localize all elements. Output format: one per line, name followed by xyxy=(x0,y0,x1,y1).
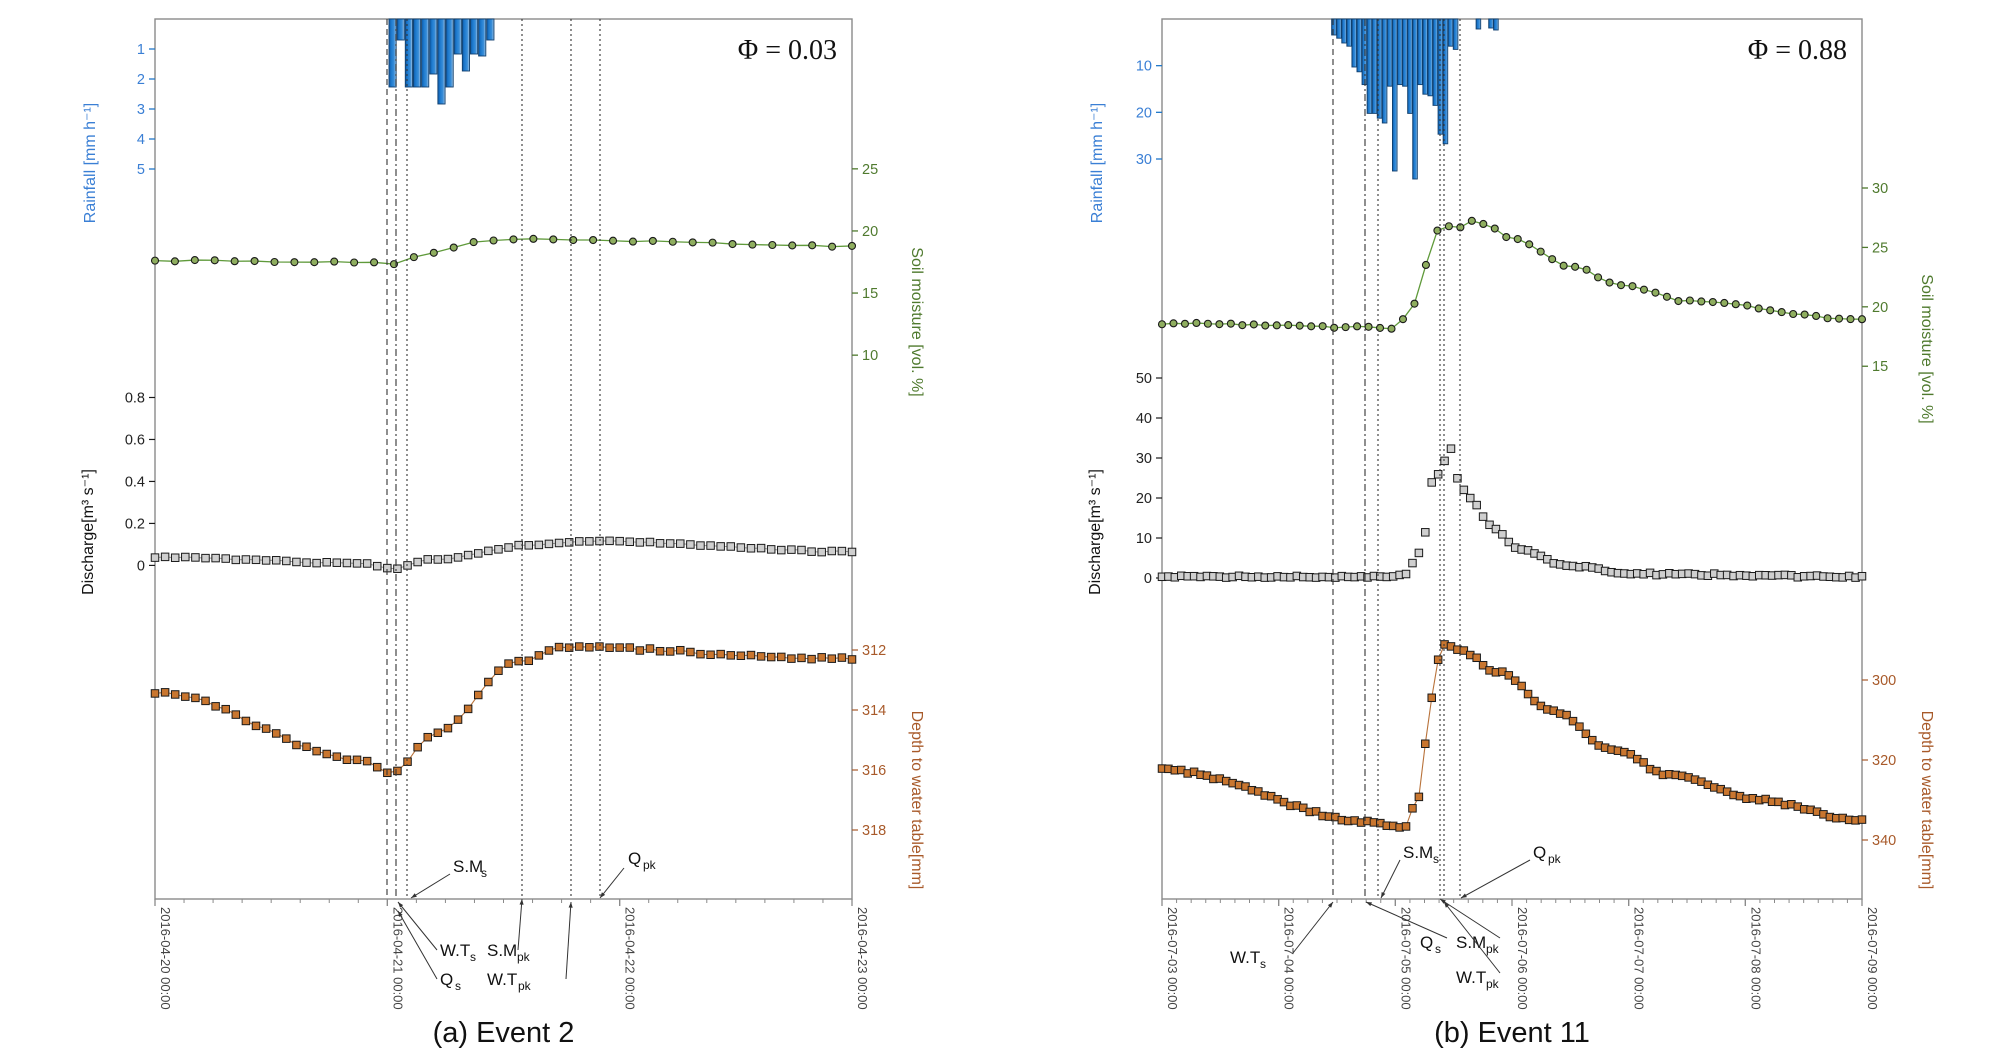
svg-text:W.T: W.T xyxy=(1456,968,1486,987)
svg-text:2016-07-06 00:00: 2016-07-06 00:00 xyxy=(1515,907,1530,1010)
svg-text:10: 10 xyxy=(1136,59,1152,75)
svg-text:S.M: S.M xyxy=(1403,843,1433,862)
svg-text:20: 20 xyxy=(862,224,878,240)
svg-text:25: 25 xyxy=(862,162,878,178)
svg-text:Φ = 0.88: Φ = 0.88 xyxy=(1748,35,1847,66)
svg-text:2016-07-07 00:00: 2016-07-07 00:00 xyxy=(1632,907,1647,1010)
svg-text:15: 15 xyxy=(862,286,878,302)
svg-text:2016-04-20 00:00: 2016-04-20 00:00 xyxy=(158,907,173,1010)
svg-text:10: 10 xyxy=(862,348,878,364)
svg-text:10: 10 xyxy=(1136,531,1152,547)
svg-text:5: 5 xyxy=(137,162,145,178)
svg-text:Depth to water table[mm]: Depth to water table[mm] xyxy=(908,711,925,890)
svg-text:20: 20 xyxy=(1136,491,1152,507)
svg-text:(b) Event 11: (b) Event 11 xyxy=(1434,1017,1590,1049)
svg-text:20: 20 xyxy=(1136,105,1152,121)
svg-text:Rainfall [mm h⁻¹]: Rainfall [mm h⁻¹] xyxy=(82,103,99,223)
svg-text:pk: pk xyxy=(1486,977,1500,991)
svg-text:318: 318 xyxy=(862,823,886,839)
svg-text:30: 30 xyxy=(1136,152,1152,168)
svg-text:pk: pk xyxy=(518,979,532,993)
svg-text:2016-07-03 00:00: 2016-07-03 00:00 xyxy=(1165,907,1180,1010)
svg-text:2016-07-09 00:00: 2016-07-09 00:00 xyxy=(1865,907,1880,1010)
svg-text:2: 2 xyxy=(137,72,145,88)
svg-text:Q: Q xyxy=(440,970,453,989)
svg-text:20: 20 xyxy=(1872,300,1888,316)
svg-text:pk: pk xyxy=(1548,852,1562,866)
svg-text:2016-07-04 00:00: 2016-07-04 00:00 xyxy=(1282,907,1297,1010)
svg-text:314: 314 xyxy=(862,703,886,719)
svg-text:2016-04-21 00:00: 2016-04-21 00:00 xyxy=(390,907,405,1010)
svg-text:pk: pk xyxy=(1486,942,1500,956)
svg-text:Q: Q xyxy=(628,849,641,868)
svg-text:S.M: S.M xyxy=(453,857,483,876)
svg-text:3: 3 xyxy=(137,102,145,118)
svg-text:316: 316 xyxy=(862,763,886,779)
svg-text:s: s xyxy=(481,866,487,880)
svg-text:340: 340 xyxy=(1872,833,1896,849)
svg-text:s: s xyxy=(1433,852,1439,866)
svg-text:2016-04-22 00:00: 2016-04-22 00:00 xyxy=(623,907,638,1010)
svg-text:4: 4 xyxy=(137,132,145,148)
svg-text:30: 30 xyxy=(1136,451,1152,467)
svg-text:s: s xyxy=(455,979,461,993)
svg-text:0.2: 0.2 xyxy=(125,516,145,532)
svg-text:Φ = 0.03: Φ = 0.03 xyxy=(738,35,837,66)
svg-text:50: 50 xyxy=(1136,371,1152,387)
svg-text:300: 300 xyxy=(1872,673,1896,689)
svg-text:W.T: W.T xyxy=(440,941,470,960)
svg-text:S.M: S.M xyxy=(487,941,517,960)
svg-text:Q: Q xyxy=(1420,933,1433,952)
svg-text:0.8: 0.8 xyxy=(125,390,145,406)
svg-text:25: 25 xyxy=(1872,240,1888,256)
svg-text:Discharge[m³ s⁻¹]: Discharge[m³ s⁻¹] xyxy=(1087,469,1104,595)
svg-text:30: 30 xyxy=(1872,181,1888,197)
svg-text:0: 0 xyxy=(1144,571,1152,587)
svg-text:1: 1 xyxy=(137,42,145,58)
svg-text:40: 40 xyxy=(1136,411,1152,427)
svg-text:Q: Q xyxy=(1533,843,1546,862)
svg-text:15: 15 xyxy=(1872,359,1888,375)
svg-text:0: 0 xyxy=(137,558,145,574)
svg-text:pk: pk xyxy=(517,950,531,964)
svg-text:Soil moisture [vol. %]: Soil moisture [vol. %] xyxy=(908,247,925,396)
svg-text:2016-07-08 00:00: 2016-07-08 00:00 xyxy=(1748,907,1763,1010)
svg-text:320: 320 xyxy=(1872,753,1896,769)
svg-text:2016-04-23 00:00: 2016-04-23 00:00 xyxy=(855,907,870,1010)
svg-text:Depth to water table[mm]: Depth to water table[mm] xyxy=(1918,711,1935,890)
svg-text:pk: pk xyxy=(643,858,657,872)
svg-text:Discharge[m³ s⁻¹]: Discharge[m³ s⁻¹] xyxy=(80,469,97,595)
svg-text:Rainfall [mm h⁻¹]: Rainfall [mm h⁻¹] xyxy=(1089,103,1106,223)
svg-text:s: s xyxy=(470,950,476,964)
svg-text:Soil moisture [vol. %]: Soil moisture [vol. %] xyxy=(1918,274,1935,423)
svg-text:0.6: 0.6 xyxy=(125,432,145,448)
svg-text:s: s xyxy=(1260,957,1266,971)
svg-text:(a) Event 2: (a) Event 2 xyxy=(433,1017,575,1049)
svg-text:s: s xyxy=(1435,942,1441,956)
svg-text:W.T: W.T xyxy=(487,970,517,989)
svg-text:W.T: W.T xyxy=(1230,948,1260,967)
svg-text:312: 312 xyxy=(862,643,886,659)
svg-text:0.4: 0.4 xyxy=(125,474,145,490)
